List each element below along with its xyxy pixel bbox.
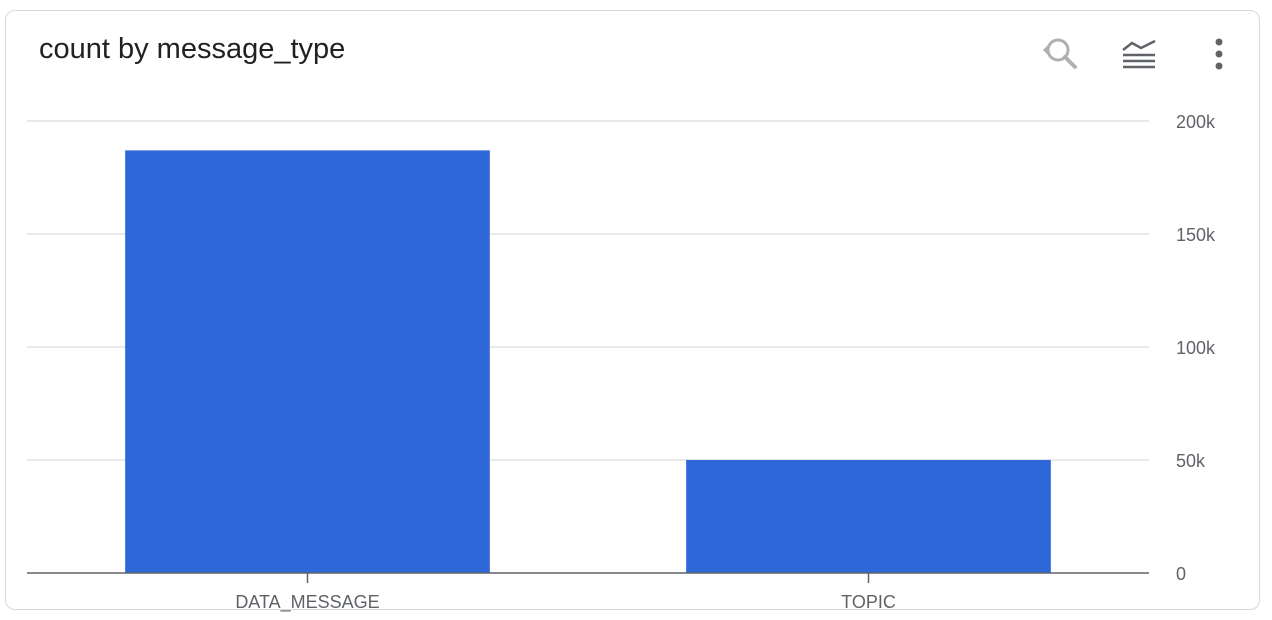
chart-style-button[interactable] <box>1116 31 1162 77</box>
bar-topic[interactable] <box>686 460 1051 573</box>
axes <box>27 572 1149 583</box>
y-tick-label: 200k <box>1176 112 1216 132</box>
chart-style-icon <box>1122 39 1156 69</box>
zoom-reset-button[interactable] <box>1036 31 1082 77</box>
more-vert-icon <box>1215 38 1223 70</box>
x-tick-label: TOPIC <box>841 592 896 612</box>
y-tick-label: 100k <box>1176 338 1216 358</box>
zoom-reset-icon <box>1043 38 1077 69</box>
y-tick-label: 150k <box>1176 225 1216 245</box>
tick-labels: 0 50k 100k 150k 200k DATA_MESSAGE TOPIC <box>235 112 1216 613</box>
bar-data-message[interactable] <box>125 150 490 573</box>
x-tick-label: DATA_MESSAGE <box>235 592 379 613</box>
more-options-button[interactable] <box>1196 31 1242 77</box>
chart-title: count by message_type <box>39 33 346 65</box>
y-tick-label: 50k <box>1176 451 1206 471</box>
bars <box>125 150 1051 573</box>
y-tick-label: 0 <box>1176 564 1186 584</box>
